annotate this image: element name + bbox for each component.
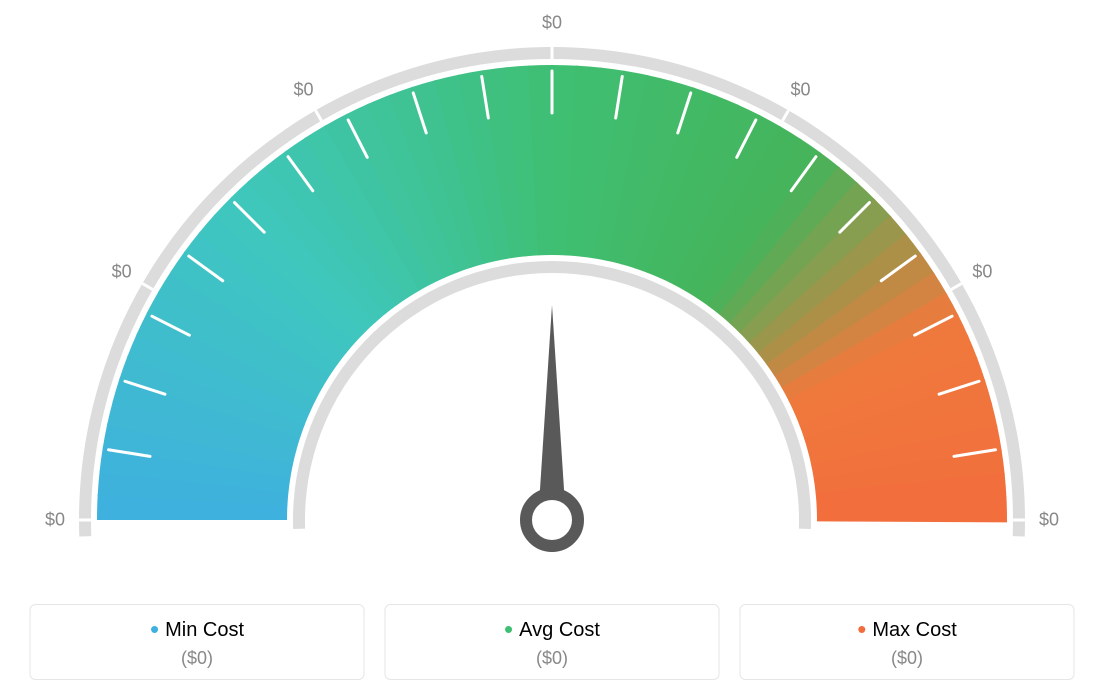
gauge-tick-label: $0	[542, 13, 562, 34]
legend-card-min: •Min Cost ($0)	[30, 604, 365, 680]
legend-value-max: ($0)	[751, 648, 1064, 669]
legend-value-min: ($0)	[41, 648, 354, 669]
legend-value-avg: ($0)	[396, 648, 709, 669]
legend-row: •Min Cost ($0) •Avg Cost ($0) •Max Cost …	[30, 604, 1075, 680]
gauge-tick-label: $0	[45, 510, 65, 531]
legend-title-avg: •Avg Cost	[396, 619, 709, 642]
legend-title-min: •Min Cost	[41, 619, 354, 642]
gauge-cost-widget: $0 $0 $0 $0 $0 $0 $0 •Min Cost ($0) •Avg Cost …	[0, 0, 1104, 690]
legend-card-max: •Max Cost ($0)	[740, 604, 1075, 680]
gauge-tick-label: $0	[293, 79, 313, 100]
legend-label-min: Min Cost	[165, 619, 244, 641]
gauge-tick-label: $0	[1039, 510, 1059, 531]
legend-title-max: •Max Cost	[751, 619, 1064, 642]
gauge-chart: $0 $0 $0 $0 $0 $0 $0	[32, 0, 1072, 560]
gauge-tick-label: $0	[972, 261, 992, 282]
legend-label-max: Max Cost	[872, 619, 956, 641]
legend-label-avg: Avg Cost	[519, 619, 600, 641]
legend-card-avg: •Avg Cost ($0)	[385, 604, 720, 680]
gauge-tick-label: $0	[790, 79, 810, 100]
gauge-tick-label: $0	[112, 261, 132, 282]
gauge-svg	[32, 0, 1072, 560]
